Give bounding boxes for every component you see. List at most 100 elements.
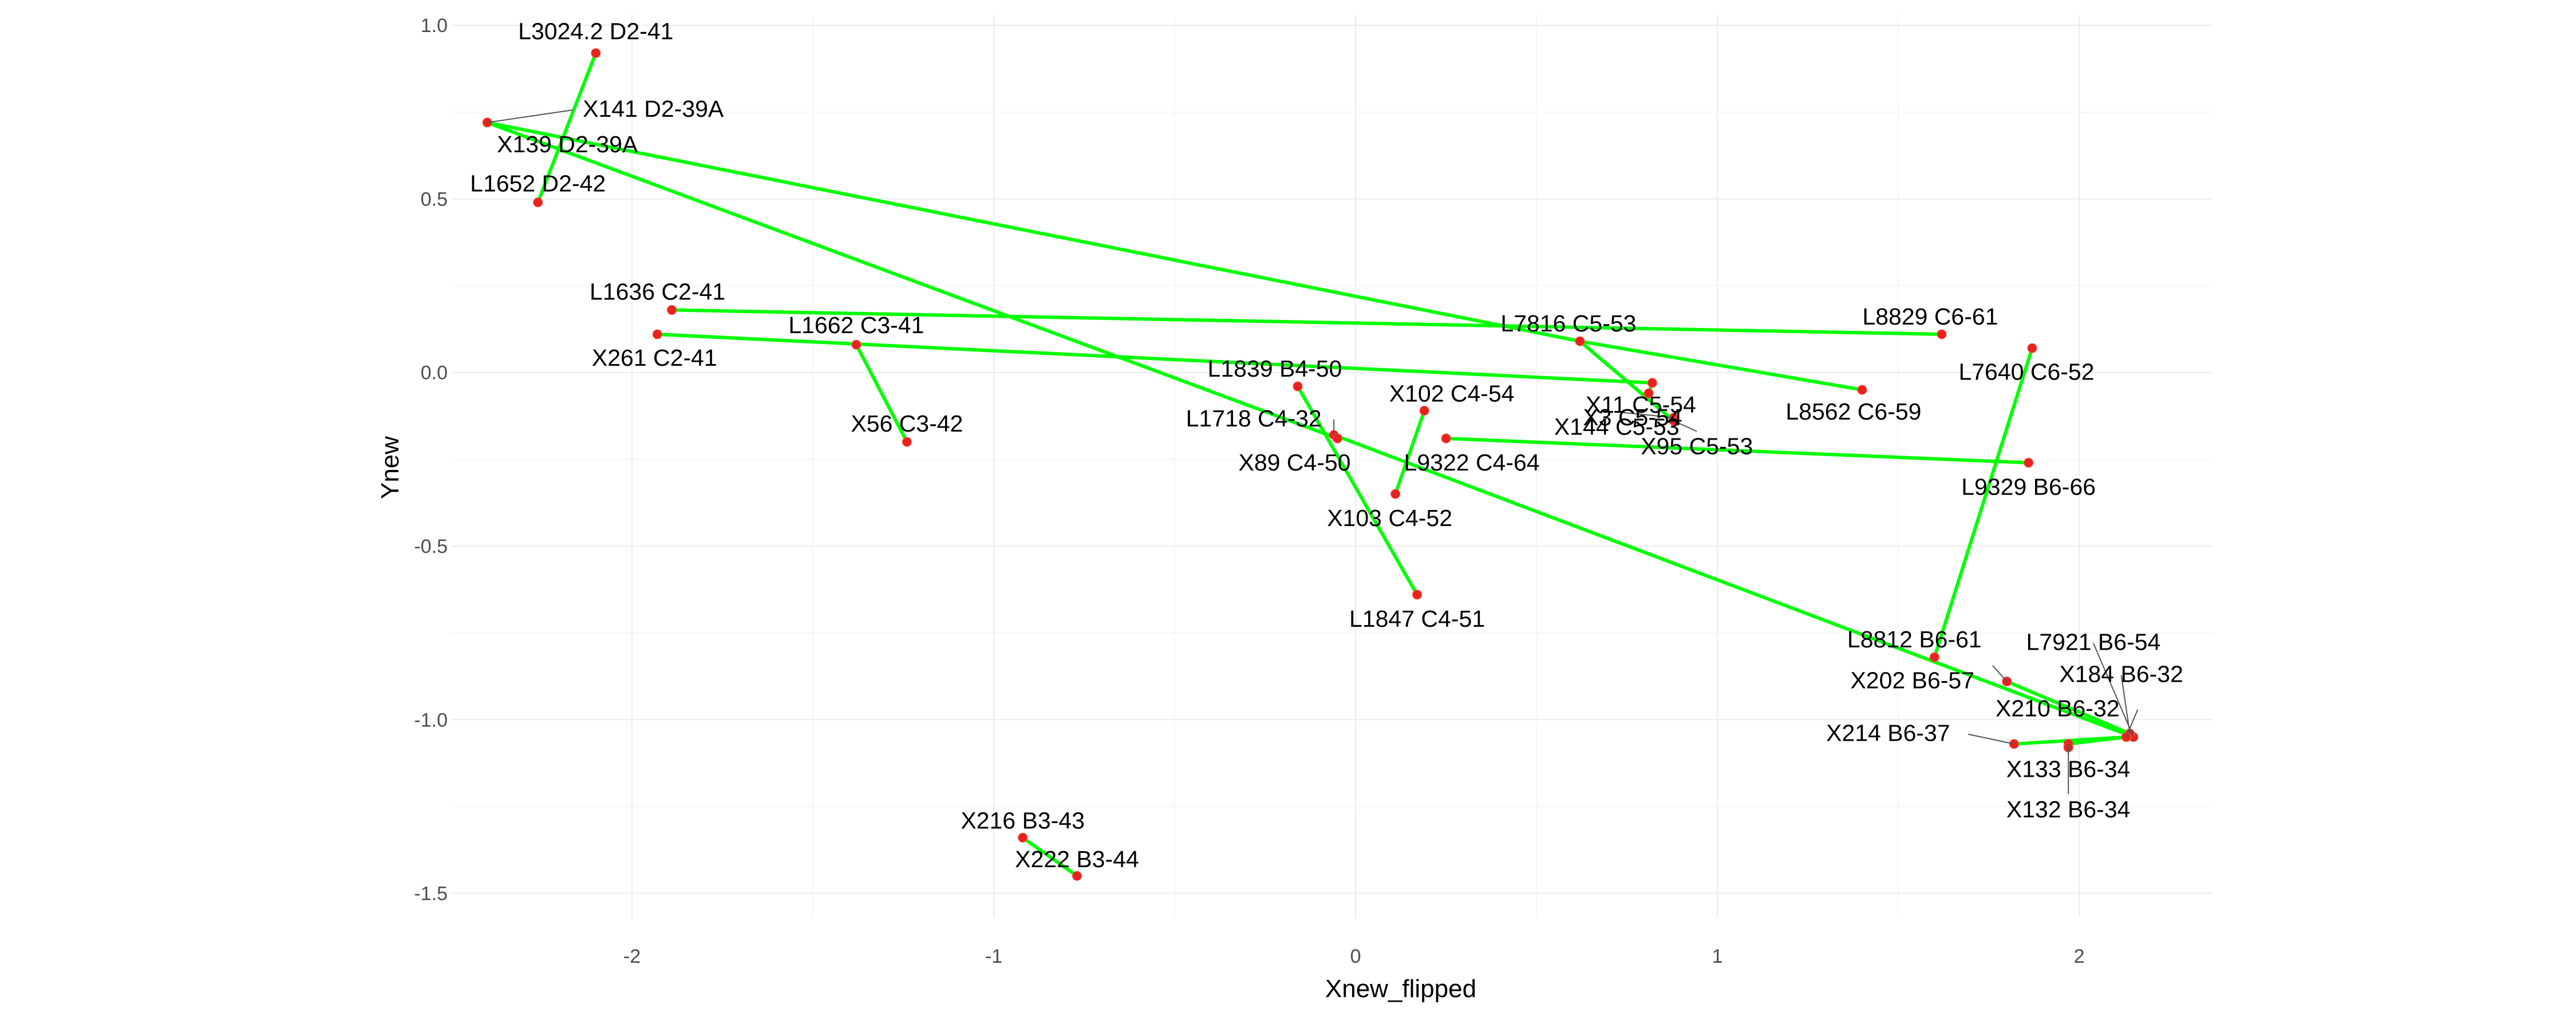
label-leader-line (2093, 643, 2134, 737)
y-tick-label: -1.0 (414, 709, 448, 731)
label-leaders (487, 109, 2139, 794)
point-label: X261 C2-41 (592, 345, 717, 371)
y-tick-label: 0.0 (421, 362, 448, 384)
x-tick-label: -2 (623, 946, 641, 967)
point-label: X132 B6-34 (2006, 796, 2131, 823)
point-label: L8562 C6-59 (1785, 398, 1921, 425)
data-point (591, 48, 601, 58)
point-label: L1847 C4-51 (1349, 606, 1485, 632)
point-label: L8812 B6-61 (1847, 626, 1982, 653)
label-leader-line (1673, 420, 1697, 432)
data-point (851, 339, 862, 350)
x-axis-ticks: -2 -1 0 1 2 (623, 946, 2085, 967)
connection-line (1393, 409, 1427, 496)
point-label: X103 C4-52 (1327, 505, 1452, 531)
data-point (1643, 388, 1654, 398)
point-label: L3024.2 D2-41 (518, 18, 673, 45)
connection-line (1332, 433, 2135, 739)
label-leader-line (1968, 733, 2014, 745)
label-leader-line (487, 109, 574, 124)
data-point (1441, 433, 1451, 444)
point-label: L9329 B6-66 (1961, 473, 2096, 500)
data-point (533, 197, 543, 208)
point-label: X210 B6-32 (1996, 695, 2120, 722)
point-label: X202 B6-57 (1850, 667, 1974, 694)
point-label: X144 C5-53 (1554, 414, 1680, 440)
data-point (1072, 871, 1082, 881)
x-tick-label: 0 (1350, 946, 1361, 967)
point-label: X214 B6-37 (1826, 720, 1950, 746)
y-tick-label: 0.5 (421, 188, 448, 210)
connection-line (1444, 436, 2030, 465)
data-point (1412, 590, 1423, 600)
connection-line (655, 333, 1654, 385)
connection-line (2067, 735, 2128, 746)
point-labels: L3024.2 D2-41 X141 D2-39A X139 D2-39A L1652… (470, 18, 2183, 872)
point-label: L7921 B6-54 (2026, 629, 2161, 655)
point-label: L8829 C6-61 (1862, 303, 1998, 330)
y-tick-label: -0.5 (414, 536, 448, 558)
label-leader-line (2125, 709, 2139, 737)
point-label: X184 B6-32 (2059, 661, 2183, 687)
y-axis-title: Ynew (376, 436, 404, 499)
connection-line (1933, 346, 2034, 659)
data-point (1575, 336, 1585, 346)
point-label: L1839 B4-50 (1208, 355, 1342, 382)
data-point (1332, 433, 1342, 444)
connection-lines (485, 51, 2135, 878)
data-point (1857, 385, 1867, 395)
point-label: X11 C5-54 (1586, 392, 1696, 418)
x-axis-title: Xnew_flipped (1325, 975, 1476, 1003)
point-label: L7640 C6-52 (1958, 358, 2094, 385)
connection-line (1021, 836, 1079, 878)
grid (451, 15, 2213, 918)
point-label: X89 C4-50 (1238, 449, 1350, 476)
x-tick-label: -1 (985, 946, 1002, 967)
data-point (1937, 329, 1947, 339)
point-label: L1662 C3-41 (788, 312, 924, 338)
label-leader-line (2120, 675, 2131, 734)
connection-line (2005, 679, 2132, 736)
data-point (902, 437, 912, 447)
data-point (1647, 378, 1657, 388)
point-label: X95 C5-53 (1641, 433, 1753, 460)
point-label: L1652 D2-42 (470, 171, 606, 197)
y-axis-ticks: 1.0 0.5 0.0 -0.5 -1.0 -1.5 (414, 15, 448, 904)
point-label: L7816 C5-53 (1500, 310, 1636, 337)
connection-line (485, 121, 1582, 343)
point-label: X3 C5-54 (1583, 404, 1682, 430)
label-leader-line (1992, 665, 2008, 682)
data-point (1419, 405, 1429, 416)
data-point (2027, 343, 2037, 353)
data-point (1390, 489, 1401, 499)
point-label: X139 D2-39A (497, 131, 638, 157)
point-label: L1718 C4-32 (1186, 405, 1322, 432)
point-label: X56 C3-42 (851, 410, 963, 437)
point-label: X102 C4-54 (1389, 380, 1515, 406)
connection-line (1295, 384, 1419, 596)
data-point (652, 329, 662, 339)
connection-line (1578, 339, 1864, 392)
point-label: X216 B3-43 (961, 807, 1085, 833)
data-point (2024, 457, 2034, 468)
point-label: L1636 C2-41 (590, 279, 725, 305)
x-tick-label: 2 (2074, 946, 2085, 967)
data-point (1018, 832, 1028, 843)
point-label: X222 B3-44 (1015, 846, 1139, 872)
point-label: X141 D2-39A (583, 96, 724, 122)
connection-line (485, 121, 1340, 440)
point-label: L9322 C4-64 (1404, 449, 1540, 476)
connection-line (670, 308, 1943, 337)
connection-line (1578, 339, 1676, 423)
data-point (1293, 381, 1303, 392)
data-point (1929, 652, 1939, 662)
y-tick-label: -1.5 (414, 883, 448, 905)
connection-line (854, 343, 909, 444)
x-tick-label: 1 (1712, 946, 1723, 967)
y-tick-label: 1.0 (421, 15, 448, 37)
point-label: X133 B6-34 (2006, 756, 2131, 782)
connection-line (536, 51, 598, 204)
data-point (667, 305, 677, 315)
label-leader-line (1617, 411, 1674, 418)
